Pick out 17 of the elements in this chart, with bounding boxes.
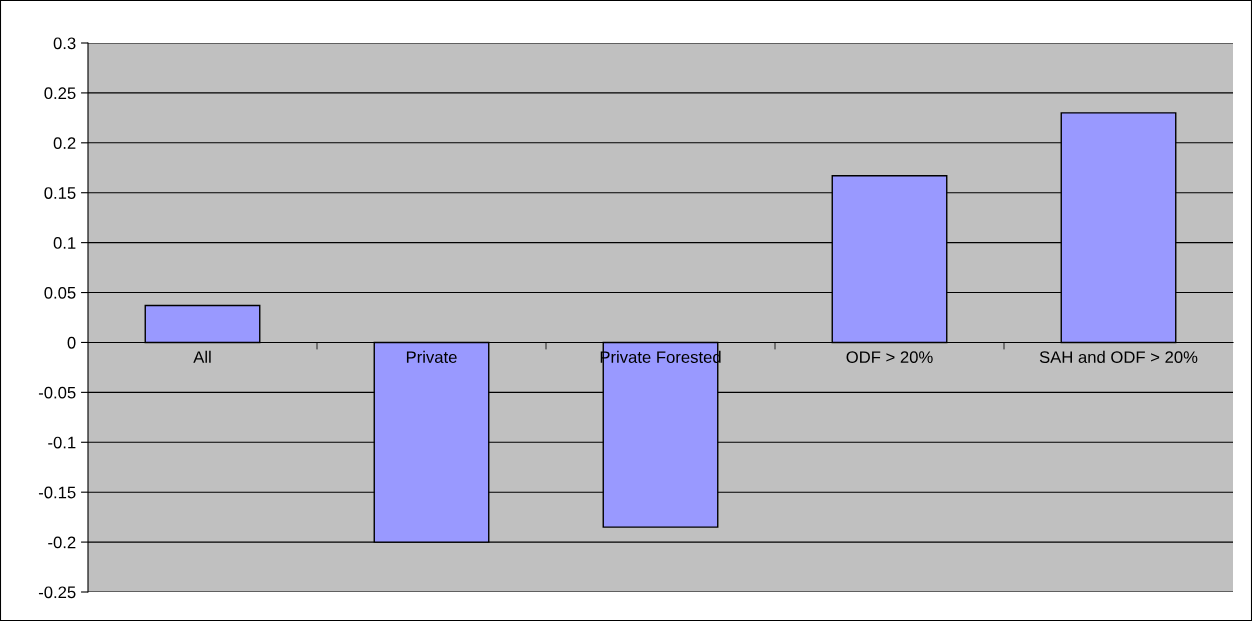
x-tick-label: All bbox=[193, 350, 211, 363]
y-tick-label: -0.05 bbox=[38, 386, 76, 399]
x-tick-label: ODF > 20% bbox=[846, 351, 933, 364]
y-tick-label: 0.2 bbox=[53, 137, 76, 150]
y-tick-label: 0.25 bbox=[44, 87, 76, 100]
y-tick-label: -0.15 bbox=[38, 486, 76, 499]
y-tick-label: 0.15 bbox=[44, 187, 76, 199]
y-tick-label: 0.3 bbox=[53, 37, 76, 50]
y-tick-label: 0.05 bbox=[44, 286, 76, 299]
y-tick-label: -0.25 bbox=[38, 586, 76, 599]
x-tick-label: Private bbox=[406, 350, 457, 364]
x-tick-label: SAH and ODF > 20% bbox=[1039, 350, 1198, 364]
y-tick-label: 0.1 bbox=[53, 237, 76, 249]
y-tick-label: 0 bbox=[67, 336, 76, 349]
y-tick-label: -0.1 bbox=[48, 436, 76, 449]
y-tick-label: -0.2 bbox=[48, 536, 76, 549]
bar bbox=[144, 304, 261, 344]
